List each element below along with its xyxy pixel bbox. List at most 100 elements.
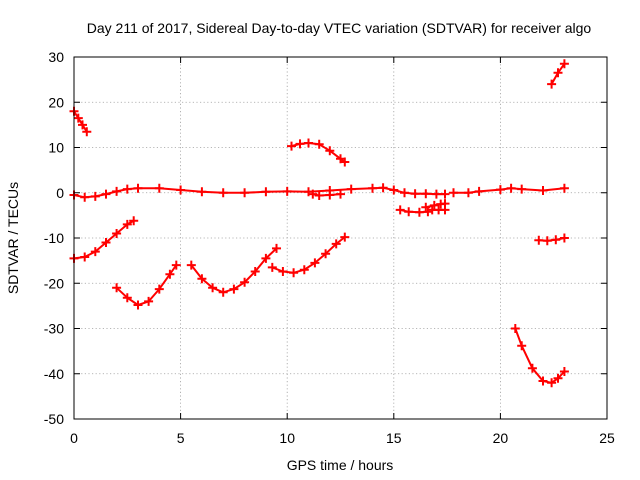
series-end-high [547, 59, 569, 89]
data-point-marker [314, 139, 324, 149]
y-axis-title: SDTVAR / TECUs [5, 182, 21, 294]
data-point-marker [331, 239, 341, 249]
series-near-zero-a [69, 183, 450, 202]
data-point-marker [314, 191, 324, 200]
data-point-marker [90, 247, 100, 257]
data-point-marker [282, 186, 292, 196]
x-axis-title: GPS time / hours [287, 457, 394, 473]
data-series [69, 59, 569, 388]
chart-title: Day 211 of 2017, Sidereal Day-to-day VTE… [87, 20, 592, 36]
data-point-marker [421, 189, 431, 199]
data-point-marker [400, 188, 409, 198]
data-point-marker [440, 205, 450, 215]
data-point-marker [112, 229, 122, 238]
y-tick-label: -20 [44, 275, 64, 291]
data-point-marker [295, 139, 305, 149]
y-tick-label: 10 [48, 140, 64, 156]
data-point-marker [122, 293, 132, 303]
data-point-marker [474, 186, 484, 196]
data-point-marker [431, 189, 441, 199]
data-point-marker [534, 235, 544, 245]
data-point-marker [559, 367, 569, 376]
data-point-marker [336, 189, 345, 199]
x-tick-label: 20 [493, 430, 509, 446]
data-point-marker [368, 183, 377, 193]
x-tick-label: 10 [279, 430, 295, 446]
data-point-marker [73, 113, 83, 123]
series-arc-42 [510, 324, 569, 388]
data-point-marker [267, 262, 277, 272]
data-point-marker [551, 235, 561, 245]
data-point-marker [542, 236, 552, 246]
data-point-marker [240, 188, 250, 198]
data-point-marker [538, 186, 548, 195]
data-point-marker [197, 187, 207, 197]
data-point-marker [421, 202, 431, 212]
data-point-marker [517, 341, 527, 351]
data-point-marker [261, 187, 271, 197]
data-point-marker [176, 185, 186, 195]
data-point-marker [304, 138, 313, 148]
axis-ticks: 0 5 10 15 20 25 -50 -40 -30 -20 -10 0 10 20 30 [44, 49, 615, 446]
data-point-marker [340, 232, 350, 242]
data-point-marker [154, 284, 164, 294]
y-tick-label: -10 [44, 230, 64, 246]
data-point-marker [171, 260, 181, 270]
data-point-marker [133, 183, 143, 193]
data-point-marker [389, 185, 399, 195]
data-point-marker [325, 146, 335, 156]
y-tick-label: -50 [44, 411, 64, 427]
data-point-marker [308, 189, 318, 199]
data-point-marker [378, 183, 388, 193]
data-point-marker [229, 284, 239, 294]
series-step-minus-4b [427, 205, 450, 215]
series-start-high [69, 106, 92, 137]
data-point-marker [272, 243, 281, 253]
series-arc-17 [267, 232, 350, 278]
data-point-marker [80, 192, 90, 202]
data-point-marker [218, 287, 228, 297]
data-point-marker [186, 260, 196, 270]
data-point-marker [559, 59, 569, 69]
series-line [73, 110, 88, 133]
data-point-marker [310, 258, 320, 268]
data-point-marker [287, 141, 296, 151]
data-point-marker [553, 373, 563, 383]
data-point-marker [80, 252, 90, 262]
data-point-marker [410, 189, 420, 199]
data-point-marker [449, 188, 458, 198]
x-tick-label: 5 [177, 430, 185, 446]
data-point-marker [78, 120, 87, 130]
data-point-marker [289, 268, 299, 278]
x-tick-label: 15 [386, 430, 402, 446]
y-tick-label: 20 [48, 94, 64, 110]
data-point-marker [299, 265, 309, 275]
data-point-marker [559, 233, 569, 243]
data-point-marker [404, 207, 414, 217]
series-arc-22 [186, 243, 281, 297]
x-tick-label: 25 [599, 430, 615, 446]
data-point-marker [414, 207, 424, 217]
x-tick-label: 0 [70, 430, 78, 446]
data-point-marker [463, 188, 473, 198]
data-point-marker [538, 376, 548, 386]
data-point-marker [495, 185, 505, 195]
series-step-minus-4 [395, 205, 433, 217]
data-point-marker [325, 190, 335, 200]
data-point-marker [547, 378, 557, 388]
data-point-marker [510, 324, 520, 333]
data-point-marker [122, 219, 132, 229]
y-tick-label: -40 [44, 366, 64, 382]
data-point-marker [559, 183, 569, 193]
data-point-marker [133, 300, 143, 310]
data-point-marker [112, 186, 122, 196]
data-point-marker [122, 184, 132, 194]
data-point-marker [395, 205, 405, 215]
data-point-marker [423, 207, 433, 217]
data-point-marker [346, 184, 356, 194]
data-point-marker [340, 157, 350, 167]
data-point-marker [165, 269, 175, 279]
y-tick-label: 30 [48, 49, 64, 65]
data-point-marker [553, 68, 563, 78]
